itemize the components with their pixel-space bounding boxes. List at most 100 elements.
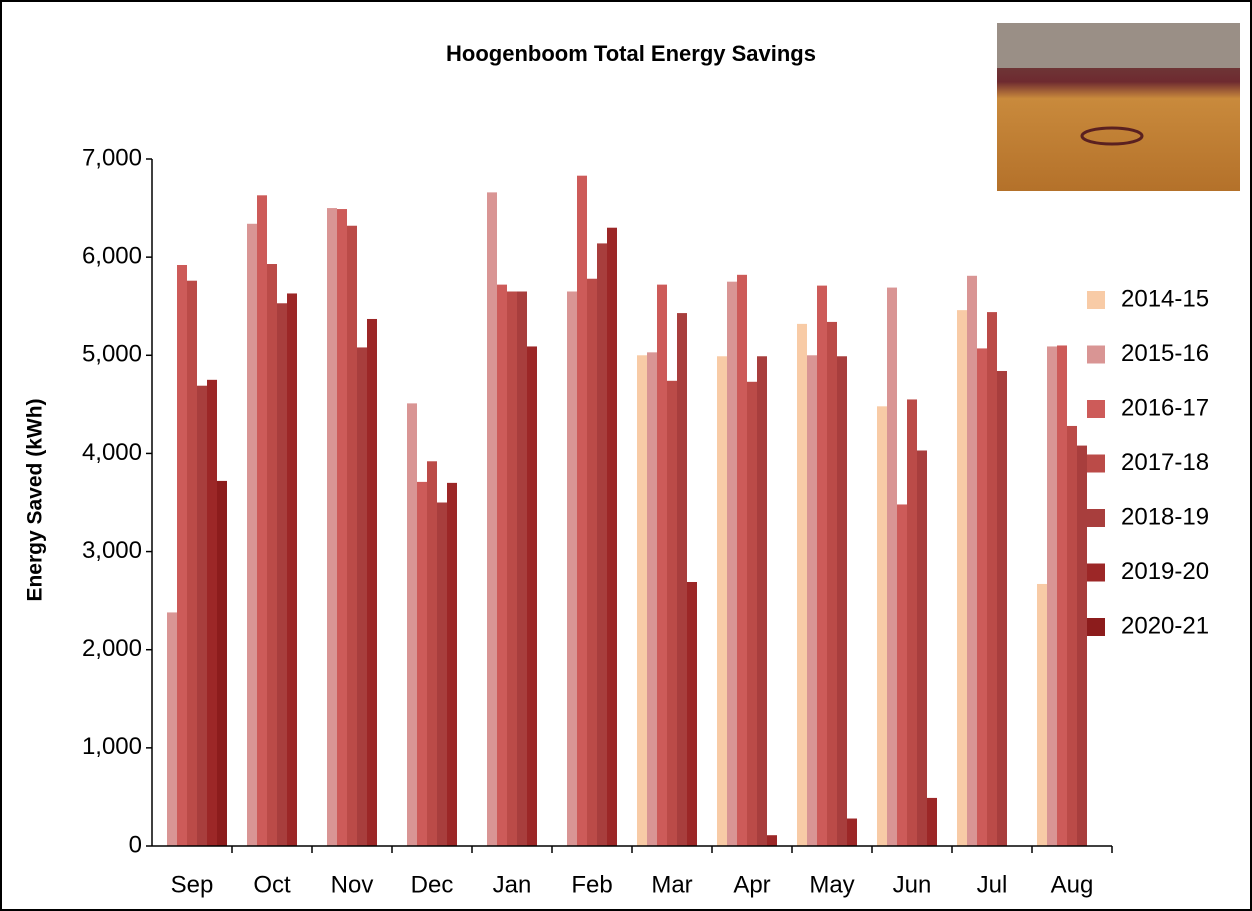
- x-tick-label: May: [809, 871, 854, 898]
- bar: [717, 356, 727, 846]
- bar: [597, 243, 607, 847]
- bar: [437, 502, 447, 846]
- bar: [367, 318, 377, 846]
- bar: [447, 482, 457, 846]
- bar: [1077, 445, 1087, 846]
- bar: [667, 380, 677, 846]
- legend-swatch: [1087, 345, 1105, 364]
- bar: [847, 818, 857, 846]
- legend-swatch: [1087, 454, 1105, 473]
- bar: [747, 381, 757, 846]
- legend-label: 2015-16: [1121, 340, 1209, 367]
- legend-swatch: [1087, 400, 1105, 418]
- bar: [917, 450, 927, 846]
- bar: [987, 312, 997, 846]
- x-tick-label: Mar: [651, 871, 692, 898]
- x-tick-label: Apr: [733, 871, 770, 898]
- y-tick-label: 1,000: [82, 733, 142, 760]
- bar: [197, 385, 207, 846]
- x-tick-label: Sep: [171, 871, 214, 898]
- x-tick-label: Nov: [331, 871, 374, 898]
- bar: [1047, 346, 1057, 846]
- legend-label: 2014-15: [1121, 285, 1209, 312]
- x-tick-label: Jul: [977, 871, 1008, 898]
- legend-label: 2017-18: [1121, 449, 1209, 476]
- bar: [737, 274, 747, 846]
- bar: [1057, 345, 1067, 846]
- y-axis-label: Energy Saved (kWh): [24, 398, 47, 601]
- bar: [887, 287, 897, 846]
- bar: [267, 264, 277, 847]
- bar: [287, 293, 297, 847]
- bar: [357, 347, 367, 846]
- y-tick-label: 0: [129, 831, 142, 858]
- bar: [827, 321, 837, 847]
- bar: [817, 285, 827, 847]
- bar: [837, 356, 847, 846]
- bar: [657, 284, 667, 846]
- y-tick-label: 6,000: [82, 242, 142, 269]
- bar: [677, 313, 687, 846]
- y-tick-label: 7,000: [82, 144, 142, 171]
- bar: [977, 348, 987, 846]
- x-tick-label: Feb: [571, 871, 612, 898]
- legend-label: 2019-20: [1121, 558, 1209, 585]
- bar: [327, 208, 337, 847]
- bar: [177, 264, 187, 847]
- bar: [337, 209, 347, 846]
- legend-label: 2018-19: [1121, 503, 1209, 530]
- bar: [967, 275, 977, 846]
- bar: [217, 480, 227, 846]
- legend-swatch: [1087, 618, 1105, 636]
- bar: [167, 612, 177, 846]
- bar: [187, 280, 197, 846]
- bar: [427, 461, 437, 846]
- bar: [757, 356, 767, 846]
- bar: [567, 291, 577, 846]
- legend-swatch: [1087, 291, 1105, 309]
- gym-photo: [997, 23, 1240, 191]
- y-tick-label: 5,000: [82, 341, 142, 368]
- chart-title: Hoogenboom Total Energy Savings: [446, 41, 816, 66]
- bar: [767, 835, 777, 846]
- bar: [997, 370, 1007, 846]
- legend-label: 2020-21: [1121, 612, 1209, 639]
- bar: [527, 346, 537, 846]
- bar: [497, 284, 507, 846]
- bar: [347, 225, 357, 847]
- bar: [727, 281, 737, 846]
- bar: [607, 227, 617, 846]
- x-tick-label: Jun: [893, 871, 932, 898]
- bar: [207, 379, 217, 846]
- bar: [957, 310, 967, 846]
- legend-swatch: [1087, 563, 1105, 582]
- bar: [1067, 425, 1077, 846]
- y-tick-label: 4,000: [82, 439, 142, 466]
- bar: [687, 581, 697, 846]
- bar: [797, 323, 807, 846]
- bar: [907, 399, 917, 846]
- x-tick-label: Oct: [253, 871, 291, 898]
- bar: [587, 278, 597, 847]
- legend-swatch: [1087, 509, 1105, 527]
- bar: [807, 355, 817, 846]
- bar: [517, 291, 527, 846]
- bar: [1037, 583, 1047, 846]
- x-tick-label: Aug: [1051, 871, 1094, 898]
- bar: [417, 481, 427, 846]
- x-tick-label: Jan: [493, 871, 532, 898]
- bar: [637, 355, 647, 846]
- y-tick-label: 2,000: [82, 635, 142, 662]
- y-tick-label: 3,000: [82, 537, 142, 564]
- bar: [407, 403, 417, 846]
- legend-label: 2016-17: [1121, 394, 1209, 421]
- bar: [927, 797, 937, 846]
- bar: [487, 192, 497, 846]
- bar: [577, 175, 587, 847]
- bar: [277, 303, 287, 846]
- bar: [507, 291, 517, 846]
- bar: [877, 406, 887, 846]
- bar: [647, 352, 657, 846]
- bar: [257, 195, 267, 846]
